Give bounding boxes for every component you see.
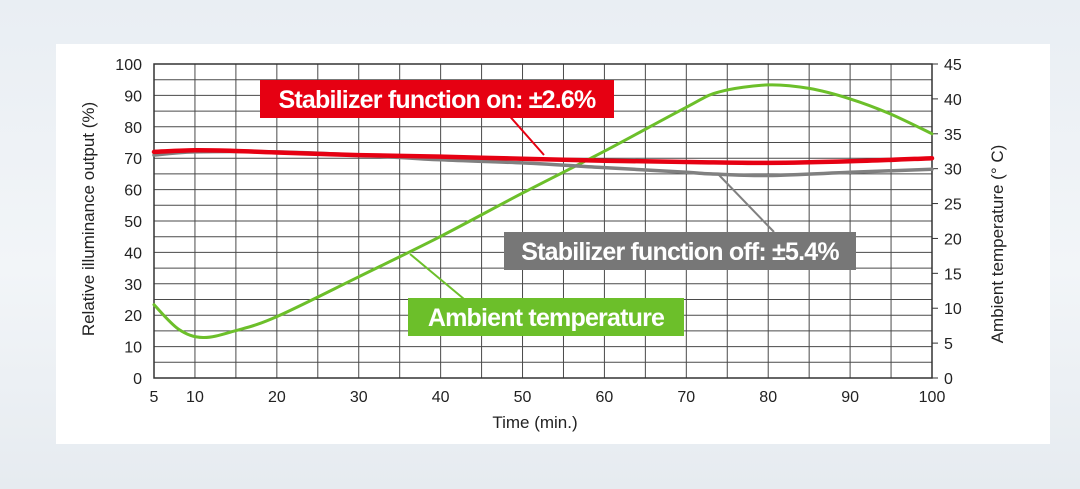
series-layer [151,83,935,340]
y-right-tick-label: 15 [944,266,962,283]
x-tick-label: 20 [268,389,286,406]
y-left-tick-label: 80 [124,120,142,137]
callout-on-leader [505,111,545,156]
y-right-tick-label: 20 [944,231,962,248]
x-tick-label: 5 [150,389,159,406]
y-right-tick-label: 30 [944,162,962,179]
plot-border [153,63,933,379]
callout-stabilizer-off: Stabilizer function off: ±5.4% [504,232,856,270]
y-left-tick-label: 40 [124,245,142,262]
callout-off-leader [717,173,775,233]
x-tick-labels: 5 10 20 30 40 50 60 70 80 90 100 [150,389,946,406]
chart-card: 5 10 20 30 40 50 60 70 80 90 100 0 10 20 30 40 50 60 70 80… [56,44,1050,444]
y-left-tick-label: 60 [124,183,142,200]
y-left-tick-label: 50 [124,214,142,231]
y-left-tick-label: 20 [124,308,142,325]
y-left-tick-label: 10 [124,340,142,357]
y-right-tick-label: 35 [944,127,962,144]
y-left-tick-label: 30 [124,277,142,294]
y-left-tick-label: 0 [133,371,142,388]
svg-text:Stabilizer function on: ±2.6%: Stabilizer function on: ±2.6% [279,86,597,114]
y-left-tick-label: 70 [124,151,142,168]
svg-text:Ambient temperature: Ambient temperature [428,304,665,332]
callout-ambient-temperature: Ambient temperature [408,298,684,336]
x-tick-label: 10 [186,389,204,406]
x-axis-label: Time (min.) [492,413,577,432]
callout-temp-leader [409,253,465,300]
callout-stabilizer-on: Stabilizer function on: ±2.6% [260,80,614,118]
y-right-tick-label: 0 [944,371,953,388]
y-left-tick-labels: 0 10 20 30 40 50 60 70 80 90 100 [115,57,142,388]
x-tick-label: 90 [841,389,859,406]
y-right-tick-label: 5 [944,336,953,353]
x-tick-label: 50 [514,389,532,406]
x-tick-label: 80 [759,389,777,406]
x-tick-label: 100 [919,389,946,406]
svg-text:Stabilizer function off: ±5.4%: Stabilizer function off: ±5.4% [521,238,839,266]
y-right-tick-labels: 0 5 10 15 20 25 30 35 40 45 [944,57,962,388]
y-right-tick-label: 10 [944,301,962,318]
series-line-stabilizer-on [151,148,935,166]
y-right-tick-label: 45 [944,57,962,74]
x-tick-label: 70 [677,389,695,406]
x-tick-label: 40 [432,389,450,406]
y-right-axis-label: Ambient temperature (° C) [988,145,1007,344]
y-right-tick-label: 25 [944,197,962,214]
y-left-axis-label: Relative illuminance output (%) [79,102,98,336]
line-chart: 5 10 20 30 40 50 60 70 80 90 100 01020304050607080… [79,57,1007,432]
y-left-tick-label: 90 [124,88,142,105]
series-line-ambient-temperature [152,83,934,340]
x-tick-label: 30 [350,389,368,406]
x-tick-label: 60 [596,389,614,406]
y-right-tick-label: 40 [944,92,962,109]
y-left-tick-label: 100 [115,57,142,74]
